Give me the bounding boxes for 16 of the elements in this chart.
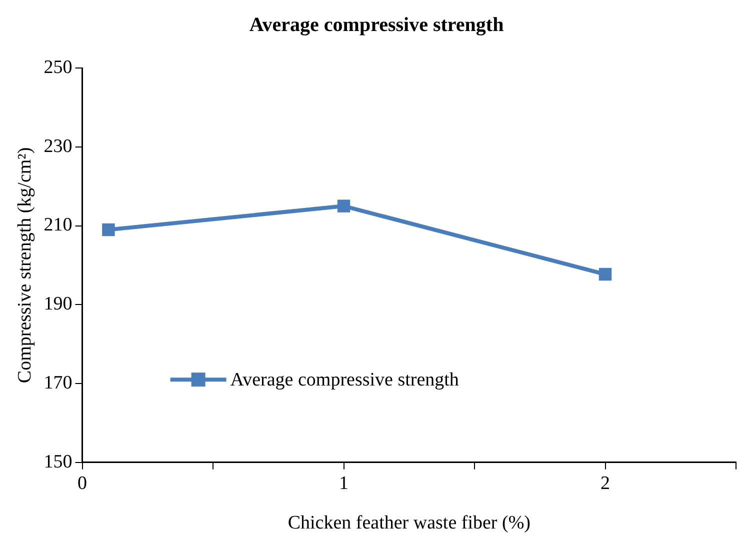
point <box>337 200 350 212</box>
point <box>102 223 115 236</box>
x-tick-label: 2 <box>600 472 610 494</box>
y-tick-label: 170 <box>44 372 72 394</box>
y-tick-label: 230 <box>44 136 72 157</box>
x-tick-label: 0 <box>78 472 88 494</box>
legend-label: Average compressive strength <box>230 370 460 391</box>
x-tick-label: 1 <box>339 472 349 494</box>
y-tick-label: 190 <box>44 294 72 315</box>
chart-title: Average compressive strength <box>249 14 504 36</box>
y-tick-label: 250 <box>44 56 72 78</box>
x-axis-title: Chicken feather waste fiber (%) <box>288 512 530 534</box>
point <box>598 268 612 281</box>
y-tick-label: 210 <box>44 214 72 236</box>
y-tick-label: 150 <box>44 451 72 472</box>
y-axis-title: Compressive strength (kg/cm²) <box>14 147 36 384</box>
